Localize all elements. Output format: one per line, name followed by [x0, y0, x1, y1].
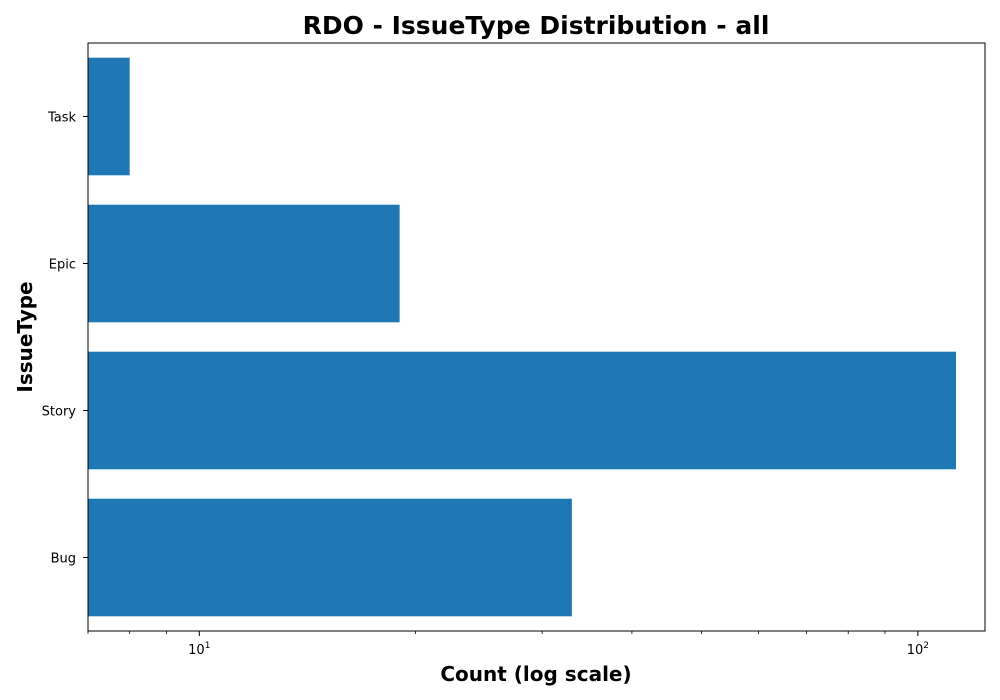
plot-frame: [87, 42, 986, 632]
y-tick-label: Bug: [51, 552, 76, 567]
x-axis-label: Count (log scale): [440, 662, 631, 686]
bars-group: [88, 57, 957, 617]
x-tick-label: 101: [188, 641, 210, 658]
chart-title: RDO - IssueType Distribution - all: [303, 11, 770, 40]
y-tick-label: Task: [47, 111, 77, 126]
bar-epic: [88, 204, 400, 323]
bar-bug: [88, 498, 572, 617]
bar-story: [88, 351, 957, 470]
x-axis-ticks: 101 102: [87, 631, 929, 658]
bar-task: [88, 57, 130, 176]
y-tick-label: Epic: [49, 258, 76, 273]
y-axis-label: IssueType: [13, 281, 37, 392]
y-axis-ticks: Bug Story Epic Task: [42, 111, 88, 567]
x-tick-label: 102: [907, 641, 929, 658]
y-tick-label: Story: [42, 405, 77, 420]
